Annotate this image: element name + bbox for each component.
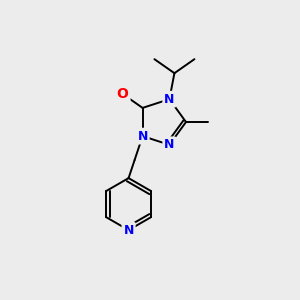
Text: O: O (117, 87, 128, 101)
Text: N: N (164, 138, 175, 151)
Text: N: N (123, 224, 134, 237)
Text: N: N (164, 93, 175, 106)
Text: N: N (137, 130, 148, 142)
